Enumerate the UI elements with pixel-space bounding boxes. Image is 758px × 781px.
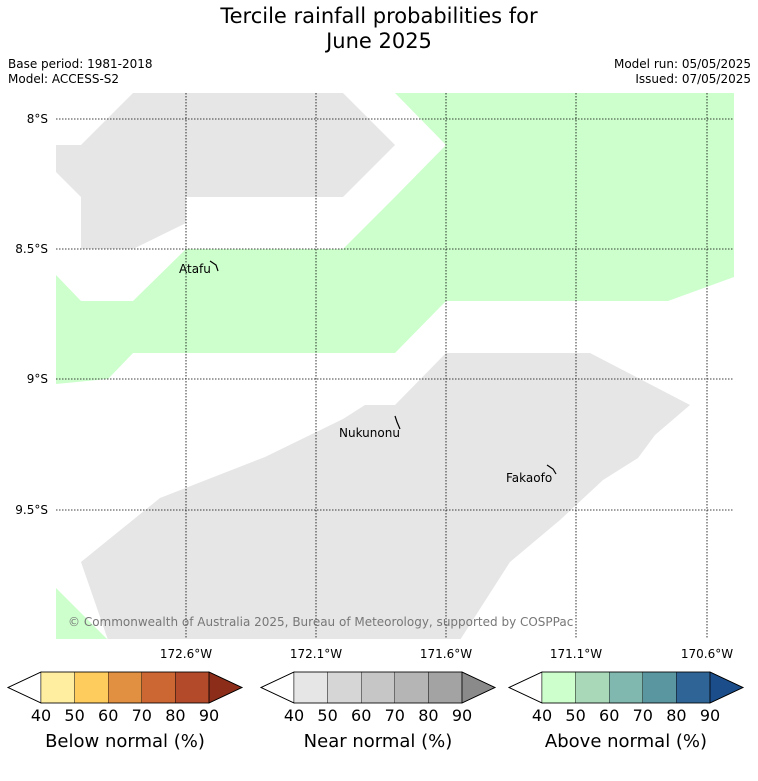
metadata-left: Base period: 1981-2018 Model: ACCESS-S2 — [8, 57, 153, 87]
map-area: Atafu Nukunonu Fakaofo © Commonwealth of… — [56, 93, 734, 639]
colorbar-below-normal: 40 50 60 70 80 90 Below normal (%) — [7, 671, 243, 752]
lon-label-170-6W: 170.6°W — [681, 647, 733, 661]
colorbar-above-normal-title: Above normal (%) — [545, 731, 707, 752]
fakaofo-island — [546, 464, 557, 475]
colorbar-below-normal-outline — [7, 671, 243, 704]
colorbar-below-normal-tick-label: 70 — [132, 706, 152, 725]
colorbar-above-normal-swatch — [608, 671, 643, 704]
latitude-gridlines — [56, 118, 734, 511]
model-run: Model run: 05/05/2025 — [613, 57, 751, 71]
above-normal-region-north — [56, 93, 734, 384]
colorbar-near-normal-tick-label: 40 — [284, 706, 304, 725]
colorbar-near-normal-swatch — [394, 671, 429, 704]
colorbar-near-normal: 40 50 60 70 80 90 Near normal (%) — [260, 671, 496, 752]
colorbar-near-normal-title: Near normal (%) — [304, 731, 453, 752]
colorbar-near-normal-swatch — [360, 671, 395, 704]
colorbar-near-normal-tick-label: 70 — [385, 706, 405, 725]
colorbar-below-normal-title: Below normal (%) — [45, 731, 205, 752]
colorbar-below-normal-tick-label: 40 — [31, 706, 51, 725]
colorbar-near-normal-swatch — [293, 671, 328, 704]
colorbar-near-normal-tick-label: 50 — [317, 706, 337, 725]
colorbar-above-normal-max-extension — [709, 671, 744, 704]
lon-label-172-6W: 172.6°W — [160, 647, 212, 661]
colorbar-below-normal-swatch — [107, 671, 142, 704]
metadata-right: Model run: 05/05/2025 Issued: 07/05/2025 — [614, 57, 751, 87]
colorbar-above-normal-tick-label: 60 — [599, 706, 619, 725]
colorbar-near-normal-tick-label: 90 — [452, 706, 472, 725]
nukunonu-island — [394, 415, 401, 430]
place-label-atafu: Atafu — [179, 262, 211, 276]
colorbar-below-normal-tick-label: 80 — [165, 706, 185, 725]
colorbar-below-normal-tick-label: 60 — [98, 706, 118, 725]
lon-label-171-1W: 171.1°W — [550, 647, 602, 661]
colorbar-above-normal-swatch — [541, 671, 576, 704]
lat-label-9S: 9°S — [27, 372, 48, 386]
title-line-1: Tercile rainfall probabilities for — [220, 4, 538, 28]
colorbar-near-normal-swatch — [428, 671, 463, 704]
lon-label-171-6W: 171.6°W — [420, 647, 472, 661]
lon-label-172-1W: 172.1°W — [290, 647, 342, 661]
colorbar-below-normal-tick-label: 90 — [199, 706, 219, 725]
colorbar-near-normal-tick-label: 60 — [351, 706, 371, 725]
map-title: Tercile rainfall probabilities for June … — [0, 4, 758, 54]
near-normal-region-north — [56, 93, 395, 249]
lat-label-9-5S: 9.5°S — [15, 503, 48, 517]
colorbar-above-normal-tick-label: 90 — [700, 706, 720, 725]
colorbar-above-normal-swatch — [575, 671, 610, 704]
lat-label-8S: 8°S — [27, 112, 48, 126]
colorbar-near-normal-swatch — [327, 671, 362, 704]
place-label-nukunonu: Nukunonu — [339, 426, 400, 440]
place-label-fakaofo: Fakaofo — [506, 471, 552, 485]
atafu-island — [209, 260, 219, 272]
near-normal-region-south — [81, 353, 690, 639]
colorbar-above-normal-min-extension — [508, 671, 543, 704]
colorbar-near-normal-tick-label: 80 — [418, 706, 438, 725]
colorbar-below-normal-swatch — [40, 671, 75, 704]
colorbar-near-normal-min-extension — [260, 671, 295, 704]
colorbar-below-normal-max-extension — [208, 671, 243, 704]
colorbar-above-normal-tick-label: 80 — [666, 706, 686, 725]
colorbar-above-normal-outline — [508, 671, 744, 704]
issued-date: Issued: 07/05/2025 — [635, 72, 751, 86]
island-outlines — [209, 260, 557, 475]
colorbar-above-normal-tick-label: 70 — [633, 706, 653, 725]
base-period: Base period: 1981-2018 — [8, 57, 153, 71]
colorbar-above-normal: 40 50 60 70 80 90 Above normal (%) — [508, 671, 744, 752]
colorbar-above-normal-tick-label: 40 — [532, 706, 552, 725]
colorbar-below-normal-min-extension — [7, 671, 42, 704]
colorbar-above-normal-tick-label: 50 — [565, 706, 585, 725]
lat-label-8-5S: 8.5°S — [15, 242, 48, 256]
longitude-gridlines — [185, 93, 708, 639]
colorbar-below-normal-swatch — [141, 671, 176, 704]
above-normal-region-south — [56, 588, 107, 639]
colorbar-near-normal-outline — [260, 671, 496, 704]
colorbar-above-normal-swatch — [676, 671, 711, 704]
colorbar-above-normal-swatch — [642, 671, 677, 704]
title-line-2: June 2025 — [326, 29, 432, 53]
copyright-notice: © Commonwealth of Australia 2025, Bureau… — [68, 615, 573, 629]
model-name: Model: ACCESS-S2 — [8, 72, 120, 86]
colorbar-near-normal-max-extension — [461, 671, 496, 704]
colorbar-below-normal-swatch — [74, 671, 109, 704]
colorbar-below-normal-tick-label: 50 — [64, 706, 84, 725]
colorbar-below-normal-swatch — [175, 671, 210, 704]
